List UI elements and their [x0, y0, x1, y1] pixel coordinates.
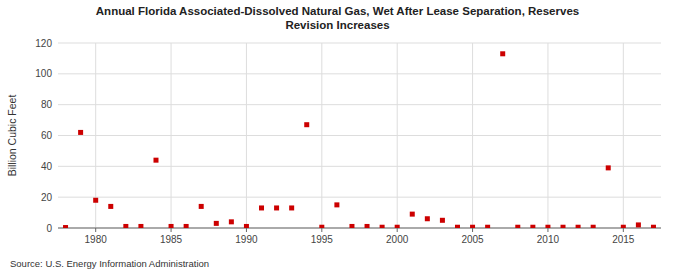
point [515, 225, 520, 228]
x-tick-label: 1990 [235, 234, 258, 245]
y-grid-line [58, 135, 661, 136]
point [304, 122, 309, 127]
point [561, 225, 566, 228]
point [184, 224, 189, 228]
x-grid-line [246, 43, 247, 228]
x-tick-label: 1985 [160, 234, 183, 245]
point [349, 224, 354, 228]
x-tick [95, 228, 96, 232]
point [380, 225, 385, 228]
point [591, 225, 596, 228]
page: {"chart_data": { "type": "scatter", "tit… [0, 0, 675, 275]
y-grid-line [58, 166, 661, 167]
y-tick-label: 80 [41, 99, 53, 110]
x-tick [246, 228, 247, 232]
point [93, 198, 98, 203]
y-tick-label: 120 [35, 38, 52, 49]
x-tick-label: 1980 [85, 234, 108, 245]
points [63, 51, 656, 228]
x-grid-line [321, 43, 322, 228]
y-grid-line [58, 73, 661, 74]
point [410, 212, 415, 217]
point [123, 224, 128, 228]
chart: Annual Florida Associated-Dissolved Natu… [0, 0, 675, 275]
x-tick-label: 2005 [461, 234, 484, 245]
point [334, 202, 339, 207]
y-grid-line [58, 104, 661, 105]
x-grid-line [547, 43, 548, 228]
x-tick [623, 228, 624, 232]
point [576, 225, 581, 228]
point [395, 225, 400, 228]
x-grid-line [171, 43, 172, 228]
x-grid-line [397, 43, 398, 228]
title-line: Annual Florida Associated-Dissolved Natu… [96, 5, 579, 17]
y-grid-line [58, 43, 661, 44]
point [621, 225, 626, 228]
y-tick-label: 100 [35, 68, 52, 79]
point [545, 225, 550, 228]
x-tick-label: 1995 [311, 234, 334, 245]
x-axis: 1980 1985 1990 1995 2000 2005 2010 2015 [58, 228, 661, 245]
y-tick-label: 0 [46, 223, 52, 234]
source: Source: U.S. Energy Information Administ… [10, 258, 209, 269]
y-tick-label: 60 [41, 130, 53, 141]
point [289, 205, 294, 210]
point [63, 225, 68, 228]
background [0, 0, 675, 275]
x-grid-line [623, 43, 624, 228]
x-tick-label: 2000 [386, 234, 409, 245]
point [530, 225, 535, 228]
point [229, 219, 234, 224]
x-tick [472, 228, 473, 232]
x-tick-label: 2010 [537, 234, 560, 245]
x-tick [397, 228, 398, 232]
point [365, 224, 370, 228]
point [319, 225, 324, 228]
point [259, 205, 264, 210]
point [651, 225, 656, 228]
x-tick [321, 228, 322, 232]
point [500, 51, 505, 56]
x-tick-label: 2015 [612, 234, 635, 245]
point [440, 218, 445, 223]
x-tick [547, 228, 548, 232]
y-grid-line [58, 197, 661, 198]
title: Annual Florida Associated-Dissolved Natu… [96, 5, 579, 31]
y-axis-label: Billion Cubic Feet [6, 95, 18, 177]
point [138, 224, 143, 228]
y-axis: 0 20 40 60 80 100 120 Billion Cubic Feet [6, 38, 52, 234]
point [274, 205, 279, 210]
point [153, 158, 158, 163]
point [606, 165, 611, 170]
point [108, 204, 113, 209]
title-line: Revision Increases [285, 19, 389, 31]
point [169, 224, 174, 228]
point [244, 224, 249, 228]
point [78, 130, 83, 135]
x-grid-line [472, 43, 473, 228]
point [455, 225, 460, 228]
y-tick-label: 40 [41, 161, 53, 172]
point [485, 225, 490, 228]
grid [58, 43, 661, 228]
y-tick-label: 20 [41, 192, 53, 203]
x-axis-line [58, 228, 661, 229]
x-tick [171, 228, 172, 232]
y-grid-line [58, 228, 661, 229]
point [470, 225, 475, 228]
point [425, 216, 430, 221]
point [199, 204, 204, 209]
point [214, 221, 219, 226]
point [636, 222, 641, 227]
